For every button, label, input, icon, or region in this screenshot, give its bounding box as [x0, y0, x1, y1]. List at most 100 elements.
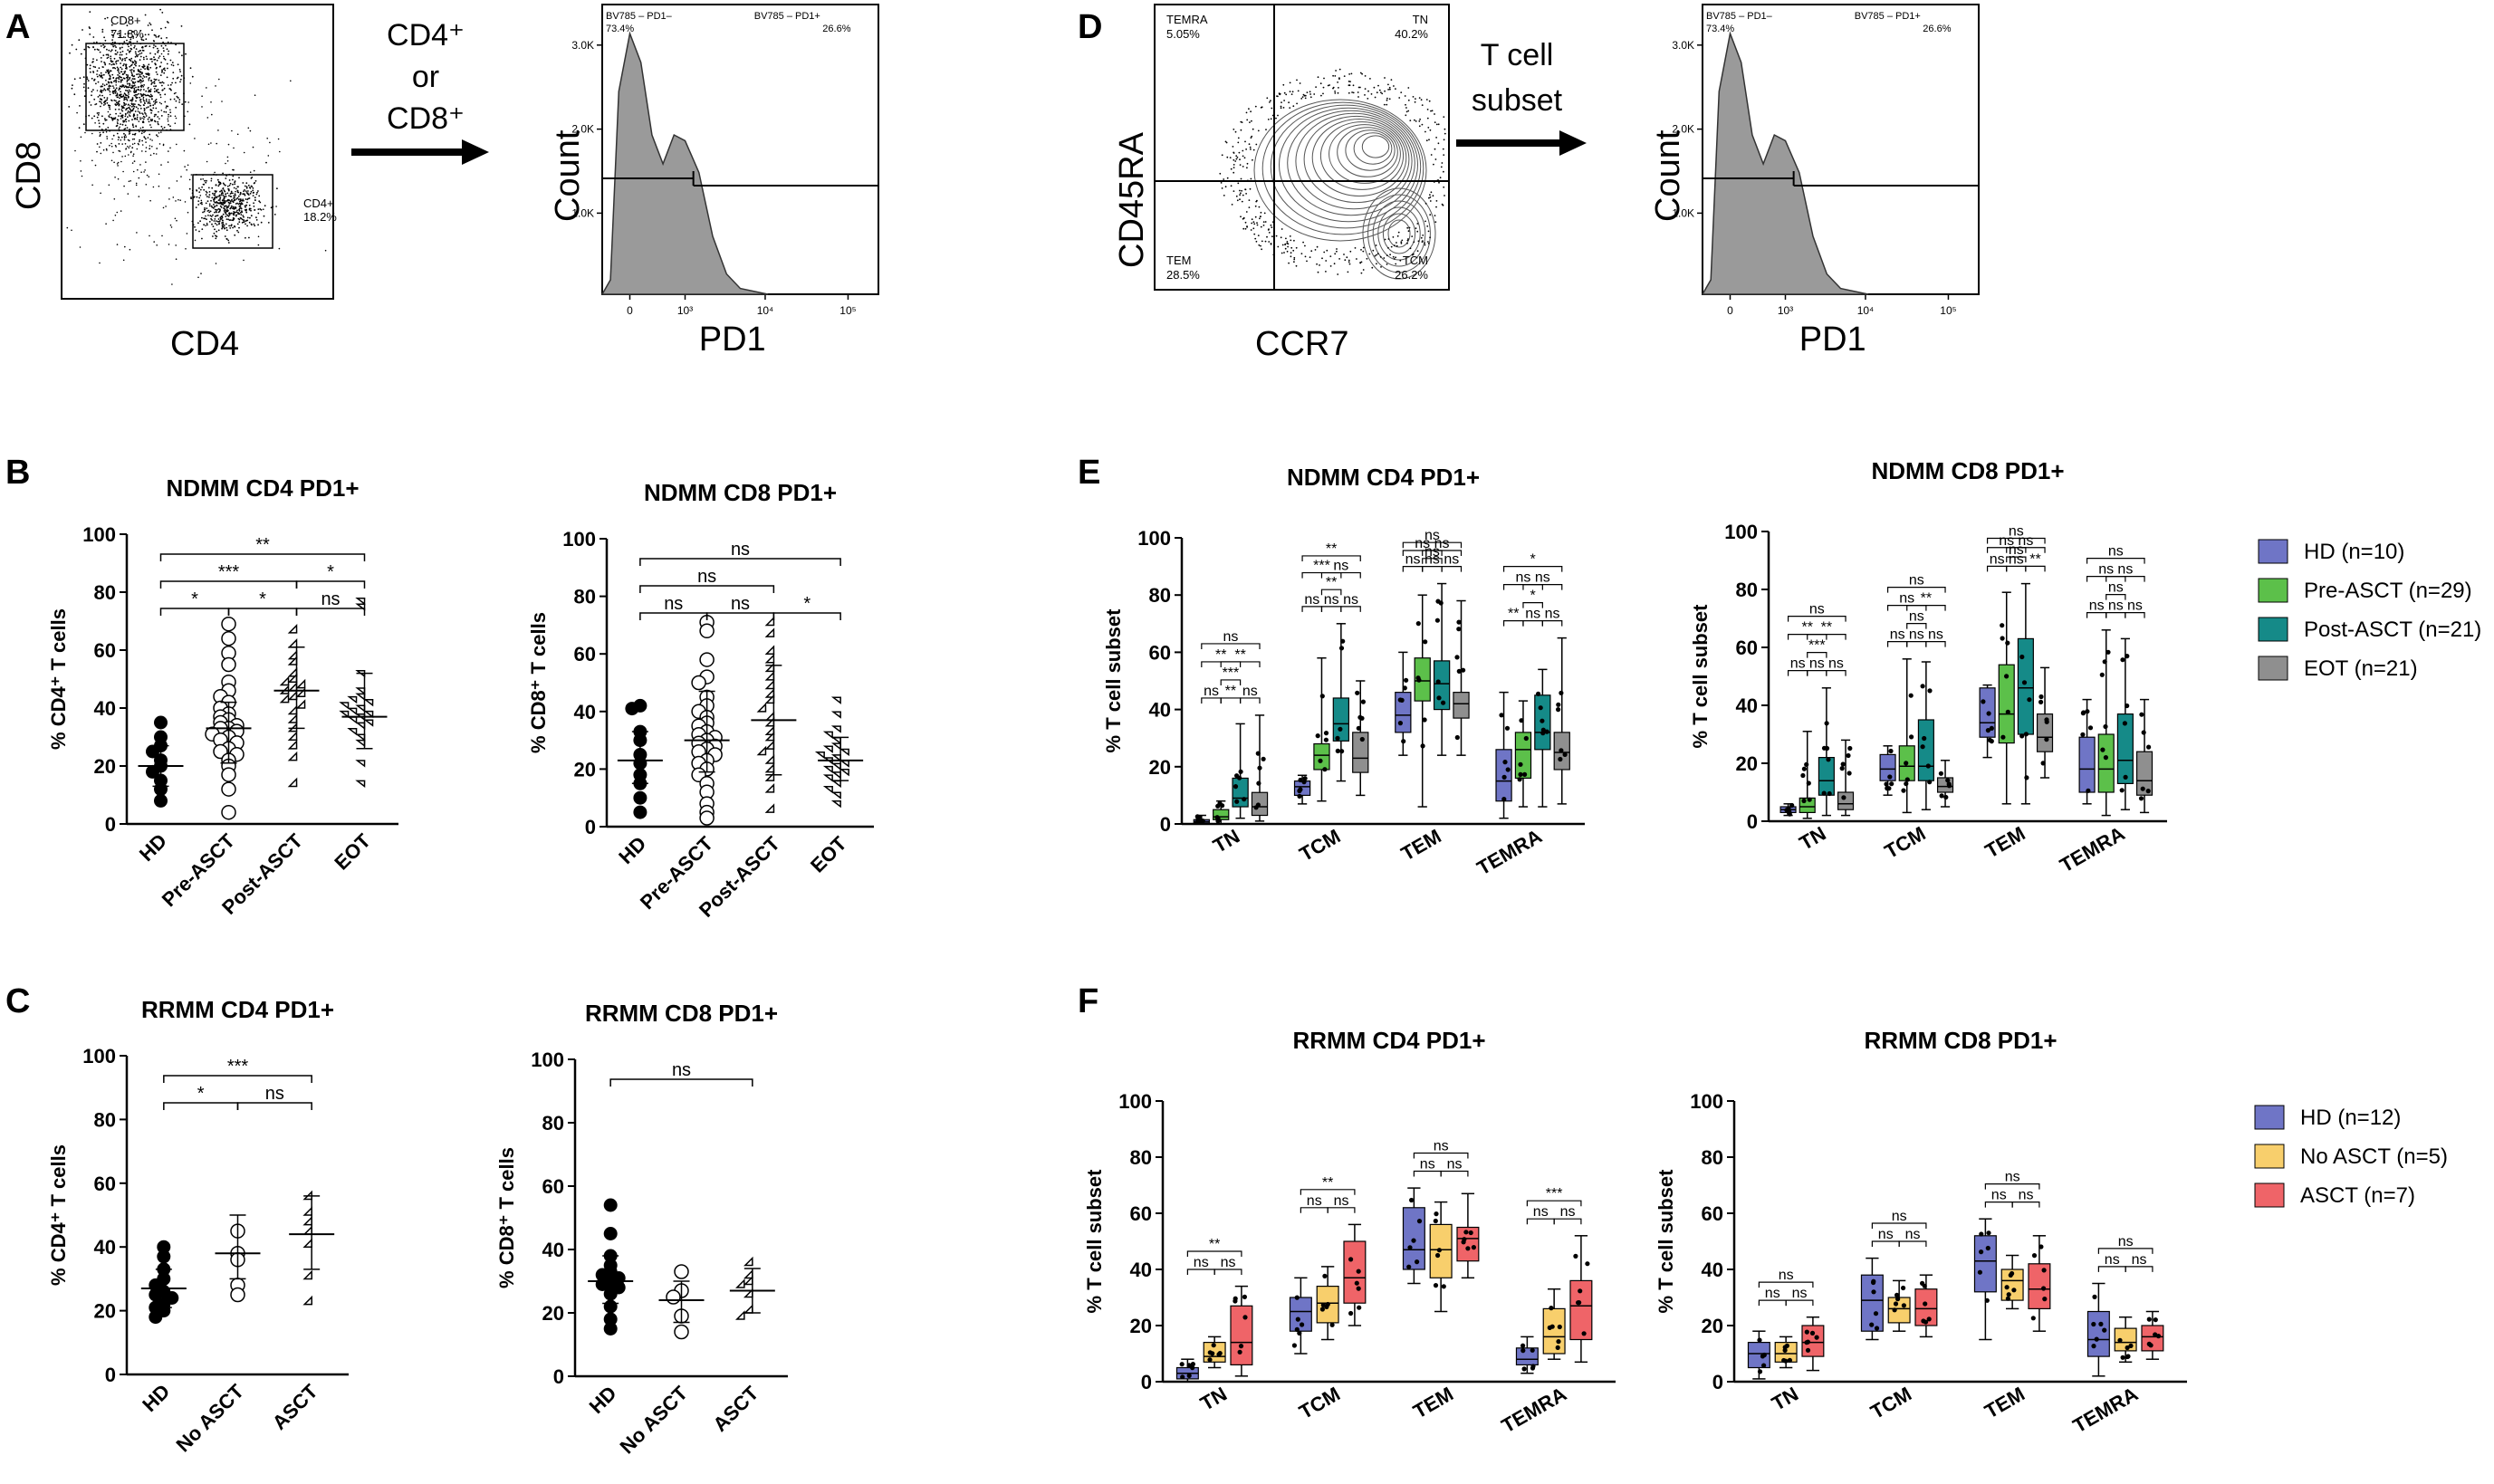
- data-point: [1323, 737, 1329, 742]
- outlier-event-dot: [1239, 164, 1242, 167]
- x-tick-label: TEMRA: [1498, 1383, 1570, 1438]
- event-dot: [223, 196, 225, 197]
- data-point: [1420, 743, 1425, 749]
- significance-label: ns: [1892, 1209, 1907, 1224]
- outlier-event-dot: [1429, 129, 1432, 131]
- event-dot: [201, 216, 203, 219]
- event-dot: [120, 53, 123, 56]
- data-point: [1923, 1319, 1929, 1325]
- data-point: [1505, 767, 1511, 772]
- data-point: [1339, 749, 1345, 754]
- outlier-event-dot: [1224, 186, 1227, 188]
- data-point: [666, 1289, 681, 1305]
- data-point: [1300, 1322, 1305, 1327]
- event-dot: [114, 215, 117, 216]
- significance-bracket: [1502, 566, 1563, 572]
- event-dot: [98, 122, 101, 125]
- significance-label: **: [1326, 575, 1337, 590]
- event-dot: [148, 116, 150, 119]
- y-tick-label: 40: [1736, 694, 1758, 717]
- event-dot: [151, 81, 153, 84]
- event-dot: [145, 76, 148, 78]
- outlier-event-dot: [1268, 228, 1270, 231]
- data-point: [1220, 803, 1225, 809]
- event-dot: [123, 86, 126, 89]
- data-point: [1987, 737, 1992, 742]
- event-dot: [114, 80, 116, 81]
- data-point: [1824, 745, 1830, 752]
- event-dot: [208, 205, 211, 207]
- outlier-event-dot: [1366, 257, 1368, 260]
- outlier-event-dot: [1290, 93, 1293, 95]
- event-dot: [222, 213, 225, 215]
- histogram-y-label: Count: [549, 129, 587, 222]
- event-dot: [107, 89, 109, 91]
- event-dot: [238, 177, 240, 179]
- outlier-event-dot: [1224, 140, 1227, 143]
- event-dot: [188, 123, 191, 126]
- box-Pre-ASCT: [1213, 809, 1230, 820]
- box-HD: [2078, 736, 2096, 793]
- gate-cd4-pct: 18.2%: [303, 210, 337, 224]
- data-point: [2138, 796, 2144, 801]
- outlier-event-dot: [1332, 74, 1334, 77]
- significance-label: ns: [2117, 562, 2133, 578]
- outlier-event-dot: [1392, 255, 1395, 258]
- event-dot: [118, 104, 120, 107]
- event-dot: [213, 220, 216, 222]
- data-point: [1827, 790, 1832, 797]
- event-dot: [137, 73, 139, 75]
- event-dot: [235, 211, 238, 214]
- data-point: [1783, 1358, 1789, 1364]
- data-point: [1522, 771, 1528, 778]
- event-dot: [112, 134, 115, 137]
- box-No ASCT: [1887, 1297, 1911, 1324]
- event-dot: [131, 78, 134, 80]
- event-dot: [159, 74, 162, 76]
- event-dot: [115, 81, 118, 83]
- data-point: [603, 1198, 618, 1212]
- x-tick-label: TN: [1768, 1383, 1802, 1415]
- event-dot: [133, 94, 136, 97]
- event-dot: [132, 103, 134, 105]
- event-dot: [151, 146, 153, 148]
- event-dot: [206, 196, 208, 198]
- event-dot: [87, 87, 90, 90]
- event-dot: [249, 129, 252, 132]
- y-tick-label: 20: [94, 1300, 116, 1323]
- event-dot: [149, 22, 151, 24]
- event-dot: [139, 50, 142, 52]
- event-dot: [191, 75, 194, 78]
- event-dot: [167, 118, 169, 120]
- event-dot: [143, 101, 146, 104]
- event-dot: [186, 233, 188, 235]
- event-dot: [116, 121, 119, 123]
- event-dot: [92, 65, 95, 68]
- outlier-event-dot: [1392, 236, 1395, 238]
- outlier-event-dot: [1279, 92, 1281, 95]
- data-point: [1840, 761, 1846, 767]
- event-dot: [151, 61, 153, 62]
- outlier-event-dot: [1428, 100, 1431, 102]
- arrow-text-line2: or: [412, 60, 439, 94]
- data-point: [2106, 649, 2111, 655]
- data-point: [1801, 766, 1807, 771]
- event-dot: [91, 159, 93, 162]
- event-dot: [177, 63, 179, 66]
- data-point: [2027, 697, 2032, 703]
- event-dot: [91, 132, 93, 135]
- data-point: [1804, 1329, 1809, 1335]
- y-axis-label: % CD8⁺ T cells: [495, 1147, 518, 1288]
- event-dot: [118, 128, 120, 129]
- event-dot: [243, 221, 245, 224]
- data-point: [1824, 721, 1829, 726]
- event-dot: [275, 206, 277, 207]
- event-dot: [144, 108, 146, 110]
- data-point: [339, 710, 350, 719]
- event-dot: [245, 211, 248, 214]
- outlier-event-dot: [1254, 205, 1257, 207]
- outlier-event-dot: [1258, 244, 1261, 246]
- y-tick-label: 60: [94, 1173, 116, 1195]
- significance-label: **: [2029, 551, 2040, 567]
- outlier-event-dot: [1420, 236, 1423, 239]
